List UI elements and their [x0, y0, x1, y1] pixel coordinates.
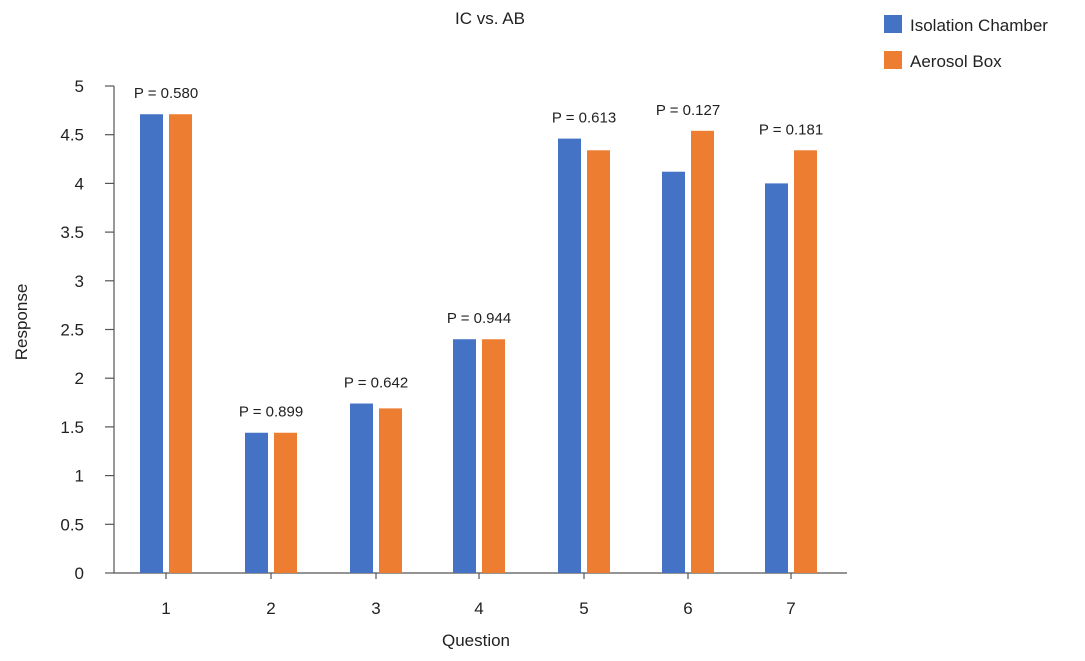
bar-aerosol-box-q3 — [379, 408, 402, 573]
y-axis-title: Response — [12, 284, 31, 361]
y-tick-label: 3.5 — [60, 223, 84, 242]
y-tick-label: 2.5 — [60, 321, 84, 340]
bar-aerosol-box-q4 — [482, 339, 505, 573]
legend-label-isolation-chamber: Isolation Chamber — [910, 16, 1048, 35]
x-axis-title: Question — [442, 631, 510, 650]
y-tick-label: 0.5 — [60, 515, 84, 534]
x-tick-label: 6 — [683, 599, 692, 618]
p-value-label: P = 0.181 — [759, 121, 823, 138]
bar-aerosol-box-q6 — [691, 130, 714, 573]
y-tick-label: 1 — [75, 467, 84, 486]
legend-swatch-aerosol-box — [884, 51, 902, 69]
bar-isolation-chamber-q2 — [245, 432, 268, 573]
bar-aerosol-box-q2 — [274, 432, 297, 573]
p-value-label: P = 0.899 — [239, 404, 303, 421]
bar-isolation-chamber-q6 — [662, 171, 685, 573]
y-tick-label: 2 — [75, 369, 84, 388]
bar-aerosol-box-q1 — [169, 114, 192, 573]
x-ticks: 1 2 3 4 5 6 7 — [161, 573, 796, 618]
x-tick-label: 3 — [371, 599, 380, 618]
x-tick-label: 2 — [266, 599, 275, 618]
bar-isolation-chamber-q7 — [765, 183, 788, 573]
x-tick-label: 4 — [474, 599, 483, 618]
bar-isolation-chamber-q1 — [140, 114, 163, 573]
bar-isolation-chamber-q4 — [453, 339, 476, 573]
y-tick-label: 0 — [75, 564, 84, 583]
legend-item-isolation-chamber: Isolation Chamber — [884, 15, 1048, 35]
legend-swatch-isolation-chamber — [884, 15, 902, 33]
bar-isolation-chamber-q5 — [558, 138, 581, 573]
x-tick-label: 1 — [161, 599, 170, 618]
legend-label-aerosol-box: Aerosol Box — [910, 52, 1002, 71]
bar-aerosol-box-q7 — [794, 150, 817, 573]
y-tick-label: 4 — [75, 174, 84, 193]
chart-title: IC vs. AB — [455, 9, 525, 28]
bars — [140, 114, 817, 573]
bar-isolation-chamber-q3 — [350, 403, 373, 573]
x-tick-label: 7 — [786, 599, 795, 618]
p-value-label: P = 0.580 — [134, 85, 198, 102]
p-value-label: P = 0.127 — [656, 102, 720, 119]
bar-aerosol-box-q5 — [587, 150, 610, 573]
y-ticks: 0 0.5 1 1.5 2 2.5 3 3.5 4 4.5 5 — [60, 77, 114, 583]
y-tick-label: 5 — [75, 77, 84, 96]
y-tick-label: 3 — [75, 272, 84, 291]
p-value-label: P = 0.613 — [552, 110, 616, 127]
y-tick-label: 1.5 — [60, 418, 84, 437]
legend-item-aerosol-box: Aerosol Box — [884, 51, 1002, 71]
x-tick-label: 5 — [579, 599, 588, 618]
y-tick-label: 4.5 — [60, 126, 84, 145]
legend: Isolation Chamber Aerosol Box — [884, 15, 1048, 71]
p-value-label: P = 0.642 — [344, 375, 408, 392]
p-value-label: P = 0.944 — [447, 310, 511, 327]
p-value-annotations: P = 0.580 P = 0.899 P = 0.642 P = 0.944 P = … — [134, 85, 823, 420]
